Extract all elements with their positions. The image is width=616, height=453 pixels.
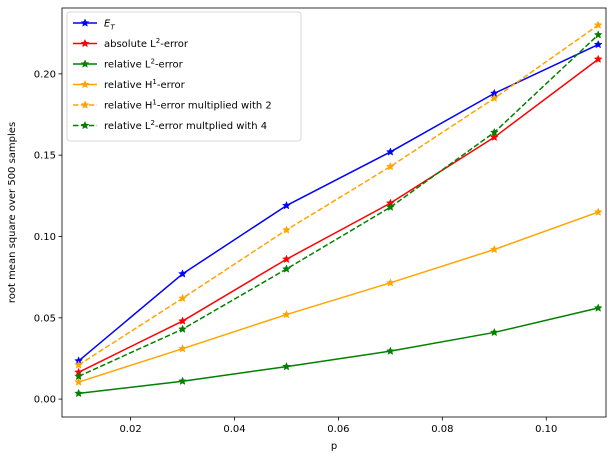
series-line-4 [78,24,599,366]
data-point-0-5 [593,39,603,49]
data-point-5-1 [178,324,187,333]
data-point-5-5 [593,30,603,39]
data-point-2-3 [385,346,395,355]
data-point-5-4 [489,127,499,137]
legend: ET absolute L2-error relative L2-error rela… [66,11,302,142]
data-point-3-4 [489,244,499,254]
data-point-2-4 [489,327,499,337]
data-point-2-5 [593,303,603,312]
data-point-3-0 [74,377,84,386]
data-point-3-3 [385,278,395,287]
series-line-1 [78,58,599,373]
y-tick-label-1: 0.05 [34,313,56,324]
data-point-1-5 [593,54,603,63]
series-line-5 [78,34,599,378]
legend-box [66,11,302,142]
y-tick-label-3: 0.15 [34,151,56,162]
legend-marker-4 [80,100,90,109]
legend-label-4: relative H1-error multiplied with 2 [104,99,272,112]
data-point-5-2 [282,264,291,273]
data-point-2-0 [74,388,84,398]
data-point-1-4 [489,132,499,142]
plot-frame [61,7,607,418]
legend-label-1: absolute L2-error [104,37,189,50]
legend-marker-5 [80,120,90,130]
data-point-4-3 [385,161,395,171]
legend-marker-0 [80,18,90,27]
x-tick-label-1: 0.04 [223,424,245,435]
legend-label-2: relative L2-error [104,58,184,71]
x-tick-label-3: 0.08 [431,424,453,435]
data-point-4-4 [489,93,499,103]
data-point-0-1 [178,269,187,278]
y-tick-label-0: 0.00 [34,395,56,406]
x-tick-label-2: 0.06 [327,424,349,435]
data-point-0-2 [282,200,291,210]
data-point-2-2 [282,361,291,371]
x-tick-label-4: 0.10 [535,424,557,435]
legend-marker-3 [80,79,90,89]
y-tick-label-2: 0.10 [34,232,56,243]
data-point-1-2 [282,254,291,264]
data-point-0-3 [385,147,395,156]
data-point-3-2 [282,309,291,319]
chart-axes: 0.02 0.04 0.06 0.08 0.10 0.00 0.05 0.10 0.15 0.20… [7,7,607,452]
x-axis-label: p [331,441,337,452]
data-point-3-1 [178,344,187,353]
legend-label-5: relative L2-error multplied with 4 [104,119,267,132]
legend-marker-2 [80,59,90,68]
data-point-4-0 [74,360,84,369]
data-point-4-2 [282,225,291,234]
series-line-2 [78,307,599,395]
legend-marker-1 [80,38,90,48]
data-point-5-0 [74,371,84,381]
y-axis-label: root mean square over 500 samples [7,122,18,303]
data-point-3-5 [593,207,603,216]
data-point-5-3 [385,202,395,211]
x-tick-label-0: 0.02 [119,424,141,435]
data-point-4-1 [178,293,187,303]
series-line-3 [78,211,599,383]
chart-marks [74,20,603,398]
data-point-2-1 [178,376,187,385]
data-point-4-5 [593,20,603,29]
data-point-1-1 [178,316,187,325]
legend-label-3: relative H1-error [104,78,186,91]
y-tick-label-4: 0.20 [34,69,56,80]
legend-label-0: ET [104,19,115,32]
